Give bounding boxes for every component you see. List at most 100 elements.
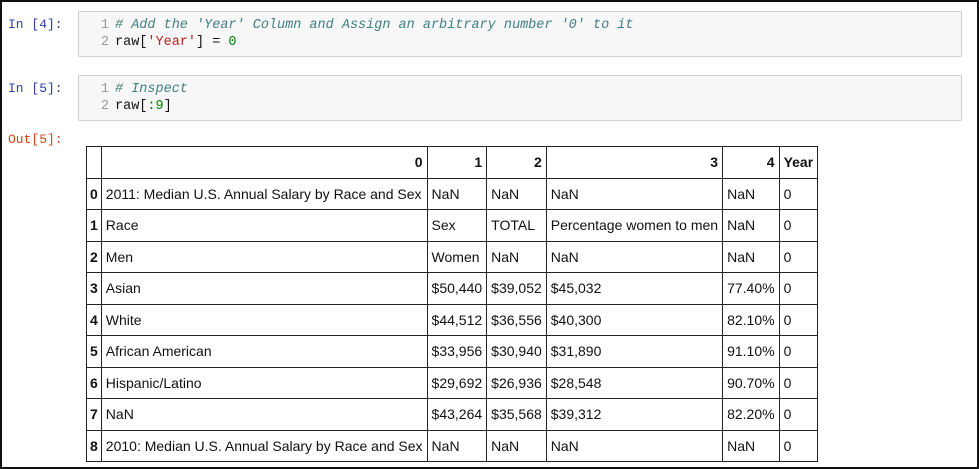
table-cell: $44,512 xyxy=(426,303,488,336)
table-cell: White xyxy=(100,303,428,336)
column-header: 4 xyxy=(722,146,780,179)
table-cell: 0 xyxy=(778,177,819,210)
table-cell: 0 xyxy=(778,335,819,368)
table-cell: Women xyxy=(426,240,488,273)
table-cell: 0 xyxy=(778,272,819,305)
table-cell: $43,264 xyxy=(426,398,488,431)
dataframe: 0 1 2 3 4 Year 0 2011: Median U.S. Annual Salar… xyxy=(86,146,819,462)
table-cell: Hispanic/Latino xyxy=(100,366,428,399)
table-cell: Percentage women to men xyxy=(545,209,724,242)
output-prompt: Out[5]: xyxy=(8,132,63,147)
code-token: :9 xyxy=(147,99,164,114)
table-row: 2 Men Women NaN NaN NaN 0 xyxy=(86,240,819,273)
table-cell: 0 xyxy=(778,366,819,399)
table-cell: 0 xyxy=(778,240,819,273)
table-cell: NaN xyxy=(486,177,547,210)
table-cell: 0 xyxy=(778,303,819,336)
code-token: 'Year' xyxy=(147,35,197,50)
input-prompt: In [5]: xyxy=(8,81,63,96)
table-cell: 2011: Median U.S. Annual Salary by Race … xyxy=(100,177,428,210)
table-cell: 0 xyxy=(778,429,819,462)
table-cell: $50,440 xyxy=(426,272,488,305)
table-cell: NaN xyxy=(486,240,547,273)
header-row: 0 1 2 3 4 Year xyxy=(86,146,819,179)
code-token: ] xyxy=(163,99,172,114)
row-index: 8 xyxy=(86,429,102,462)
table-cell: $35,568 xyxy=(486,398,547,431)
code-cell[interactable]: 1 # Inspect 2 raw[:9] xyxy=(78,75,962,121)
column-header: 0 xyxy=(100,146,428,179)
table-row: 7 NaN $43,264 $35,568 $39,312 82.20% 0 xyxy=(86,398,819,431)
code-line: 2 raw[:9] xyxy=(79,98,961,115)
table-cell: NaN xyxy=(722,429,780,462)
column-header: Year xyxy=(778,146,819,179)
line-number: 2 xyxy=(100,35,109,50)
row-index: 1 xyxy=(86,209,102,242)
code-token: # Inspect xyxy=(115,82,188,97)
code-line: 1 # Add the 'Year' Column and Assign an a… xyxy=(79,17,961,34)
line-number: 1 xyxy=(100,18,109,33)
line-number: 2 xyxy=(100,99,109,114)
table-cell: Men xyxy=(100,240,428,273)
table-cell: African American xyxy=(100,335,428,368)
table-cell: $33,956 xyxy=(426,335,488,368)
table-cell: 90.70% xyxy=(722,366,780,399)
code-cell[interactable]: 1 # Add the 'Year' Column and Assign an a… xyxy=(78,11,962,57)
code-token: raw[ xyxy=(115,35,148,50)
table-cell: NaN xyxy=(545,429,724,462)
row-index: 0 xyxy=(86,177,102,210)
table-cell: NaN xyxy=(722,209,780,242)
table-cell: NaN xyxy=(722,177,780,210)
code-token: # Add the 'Year' Column and Assign an ar… xyxy=(115,18,634,33)
table-cell: $40,300 xyxy=(545,303,724,336)
table-cell: $26,936 xyxy=(486,366,547,399)
code-token: ] = xyxy=(196,35,229,50)
table-cell: NaN xyxy=(426,429,488,462)
row-index: 3 xyxy=(86,272,102,305)
table-cell: $39,312 xyxy=(545,398,724,431)
row-index: 4 xyxy=(86,303,102,336)
row-index: 6 xyxy=(86,366,102,399)
table-cell: Asian xyxy=(100,272,428,305)
table-cell: 0 xyxy=(778,209,819,242)
table-row: 4 White $44,512 $36,556 $40,300 82.10% 0 xyxy=(86,303,819,336)
code-line: 2 raw['Year'] = 0 xyxy=(79,34,961,51)
column-header: 2 xyxy=(486,146,547,179)
table-row: 0 2011: Median U.S. Annual Salary by Race… xyxy=(86,177,819,210)
table-cell: NaN xyxy=(545,240,724,273)
row-index: 5 xyxy=(86,335,102,368)
table-cell: NaN xyxy=(426,177,488,210)
input-prompt: In [4]: xyxy=(8,17,63,32)
code-token: raw[ xyxy=(115,99,148,114)
column-header: 1 xyxy=(426,146,488,179)
table-cell: $30,940 xyxy=(486,335,547,368)
line-number: 1 xyxy=(100,82,109,97)
table-cell: $39,052 xyxy=(486,272,547,305)
table-row: 8 2010: Median U.S. Annual Salary by Race… xyxy=(86,429,819,462)
table-cell: 91.10% xyxy=(722,335,780,368)
table-cell: TOTAL xyxy=(486,209,547,242)
row-index: 2 xyxy=(86,240,102,273)
table-cell: 0 xyxy=(778,398,819,431)
column-header: 3 xyxy=(545,146,724,179)
table-cell: NaN xyxy=(100,398,428,431)
table-row: 3 Asian $50,440 $39,052 $45,032 77.40% 0 xyxy=(86,272,819,305)
table-cell: Sex xyxy=(426,209,488,242)
table-cell: 2010: Median U.S. Annual Salary by Race … xyxy=(100,429,428,462)
table-cell: NaN xyxy=(486,429,547,462)
table-cell: 82.10% xyxy=(722,303,780,336)
table-cell: Race xyxy=(100,209,428,242)
row-index: 7 xyxy=(86,398,102,431)
table-row: 1 Race Sex TOTAL Percentage women to men NaN 0 xyxy=(86,209,819,242)
index-header xyxy=(86,146,102,179)
table-cell: NaN xyxy=(722,240,780,273)
table-cell: $28,548 xyxy=(545,366,724,399)
table-row: 6 Hispanic/Latino $29,692 $26,936 $28,548 90.… xyxy=(86,366,819,399)
table-cell: NaN xyxy=(545,177,724,210)
table-cell: $36,556 xyxy=(486,303,547,336)
table-cell: $29,692 xyxy=(426,366,488,399)
code-line: 1 # Inspect xyxy=(79,81,961,98)
table-cell: $31,890 xyxy=(545,335,724,368)
